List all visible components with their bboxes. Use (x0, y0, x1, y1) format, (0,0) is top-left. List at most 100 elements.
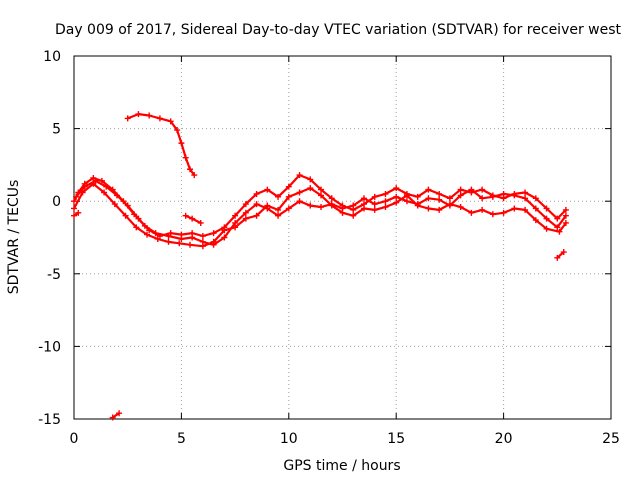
data-point (371, 206, 378, 213)
data-point (371, 201, 378, 208)
data-trace (556, 250, 565, 259)
data-point (101, 189, 108, 196)
data-point (328, 202, 335, 209)
data-point (425, 205, 432, 212)
data-point (511, 190, 518, 197)
data-point (403, 198, 410, 205)
data-point (554, 224, 561, 231)
data-point (307, 202, 314, 209)
data-point (242, 215, 249, 222)
y-axis-label: SDTVAR / TECUs (6, 180, 22, 295)
data-trace (184, 214, 202, 225)
data-point (199, 233, 206, 240)
x-tick-label: 15 (387, 431, 405, 447)
data-point (264, 186, 271, 193)
data-point (468, 209, 475, 216)
data-point (403, 192, 410, 199)
data-point (328, 195, 335, 202)
data-point (522, 206, 529, 213)
data-point (360, 205, 367, 212)
data-point (296, 172, 303, 179)
data-point (457, 204, 464, 211)
data-point (81, 183, 88, 190)
data-point (189, 230, 196, 237)
data-trace (126, 113, 196, 177)
data-layer (71, 111, 569, 421)
y-tick-label: -15 (38, 412, 61, 428)
y-tick-label: -10 (38, 339, 61, 355)
data-point (242, 201, 249, 208)
data-point (296, 189, 303, 196)
data-point (393, 193, 400, 200)
y-tick-label: -5 (47, 267, 61, 283)
y-tick-label: 5 (52, 122, 61, 138)
data-point (103, 183, 110, 190)
y-tick-label: 10 (43, 49, 61, 65)
data-point (98, 177, 105, 184)
data-point (479, 186, 486, 193)
data-point (446, 201, 453, 208)
data-point (318, 204, 325, 211)
data-point (554, 254, 561, 261)
tick-layer: 0 5 10 15 20 25 -15 -10 -5 0 5 10 (38, 49, 620, 447)
data-point (479, 195, 486, 202)
data-point (154, 235, 161, 242)
data-point (350, 206, 357, 213)
data-point (116, 410, 123, 417)
data-point (457, 192, 464, 199)
data-point (543, 205, 550, 212)
data-trace (111, 412, 121, 419)
data-point (221, 234, 228, 241)
data-point (296, 198, 303, 205)
data-point (562, 212, 569, 219)
data-point (182, 154, 189, 161)
data-point (146, 112, 153, 119)
data-point (446, 195, 453, 202)
grid-layer (74, 56, 611, 419)
data-point (543, 225, 550, 232)
data-point (562, 206, 569, 213)
data-point (393, 199, 400, 206)
data-point (285, 183, 292, 190)
data-point (253, 212, 260, 219)
data-point (167, 230, 174, 237)
data-point (232, 212, 239, 219)
data-trace (72, 182, 567, 248)
data-point (457, 186, 464, 193)
data-point (178, 140, 185, 147)
data-point (73, 193, 80, 200)
x-axis-label: GPS time / hours (283, 458, 400, 474)
data-point (189, 215, 196, 222)
data-point (285, 193, 292, 200)
data-point (560, 249, 567, 256)
data-point (500, 195, 507, 202)
data-point (532, 195, 539, 202)
data-point (182, 212, 189, 219)
data-point (479, 206, 486, 213)
data-point (186, 166, 193, 173)
y-tick-label: 0 (52, 194, 61, 210)
data-point (275, 212, 282, 219)
data-point (382, 190, 389, 197)
data-point (532, 217, 539, 224)
data-point (109, 414, 116, 421)
data-point (197, 219, 204, 226)
data-point (522, 189, 529, 196)
data-point (339, 202, 346, 209)
data-point (111, 201, 118, 208)
data-point (167, 118, 174, 125)
data-point (307, 176, 314, 183)
data-point (500, 209, 507, 216)
data-point (144, 231, 151, 238)
data-point (210, 230, 217, 237)
x-tick-label: 5 (177, 431, 186, 447)
data-point (511, 205, 518, 212)
data-point (414, 193, 421, 200)
data-point (436, 190, 443, 197)
data-point (199, 243, 206, 250)
data-point (522, 195, 529, 202)
chart-title: Day 009 of 2017, Sidereal Day-to-day VTE… (55, 22, 622, 38)
data-point (382, 204, 389, 211)
